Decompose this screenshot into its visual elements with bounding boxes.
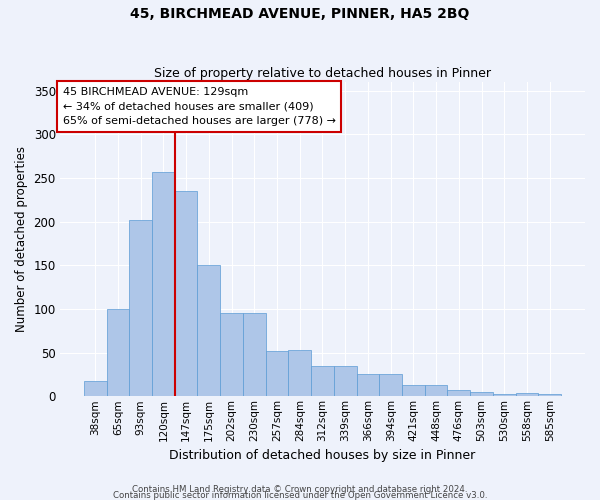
- Bar: [289, 350, 311, 397]
- Text: 45, BIRCHMEAD AVENUE, PINNER, HA5 2BQ: 45, BIRCHMEAD AVENUE, PINNER, HA5 2BQ: [130, 8, 470, 22]
- Y-axis label: Number of detached properties: Number of detached properties: [15, 146, 28, 332]
- Bar: [266, 351, 289, 397]
- Bar: [311, 366, 334, 396]
- Bar: [356, 374, 379, 396]
- Bar: [425, 385, 448, 396]
- Bar: [152, 172, 175, 396]
- Bar: [243, 314, 266, 396]
- Title: Size of property relative to detached houses in Pinner: Size of property relative to detached ho…: [154, 66, 491, 80]
- Bar: [84, 380, 107, 396]
- Bar: [538, 394, 561, 396]
- Bar: [220, 314, 243, 396]
- Bar: [448, 390, 470, 396]
- X-axis label: Distribution of detached houses by size in Pinner: Distribution of detached houses by size …: [169, 450, 476, 462]
- Bar: [175, 191, 197, 396]
- Bar: [493, 394, 515, 396]
- Bar: [470, 392, 493, 396]
- Bar: [379, 374, 402, 396]
- Bar: [107, 309, 129, 396]
- Bar: [402, 385, 425, 396]
- Bar: [197, 266, 220, 396]
- Text: Contains public sector information licensed under the Open Government Licence v3: Contains public sector information licen…: [113, 490, 487, 500]
- Bar: [334, 366, 356, 396]
- Bar: [129, 220, 152, 396]
- Bar: [515, 393, 538, 396]
- Text: Contains HM Land Registry data © Crown copyright and database right 2024.: Contains HM Land Registry data © Crown c…: [132, 485, 468, 494]
- Text: 45 BIRCHMEAD AVENUE: 129sqm
← 34% of detached houses are smaller (409)
65% of se: 45 BIRCHMEAD AVENUE: 129sqm ← 34% of det…: [62, 87, 335, 126]
